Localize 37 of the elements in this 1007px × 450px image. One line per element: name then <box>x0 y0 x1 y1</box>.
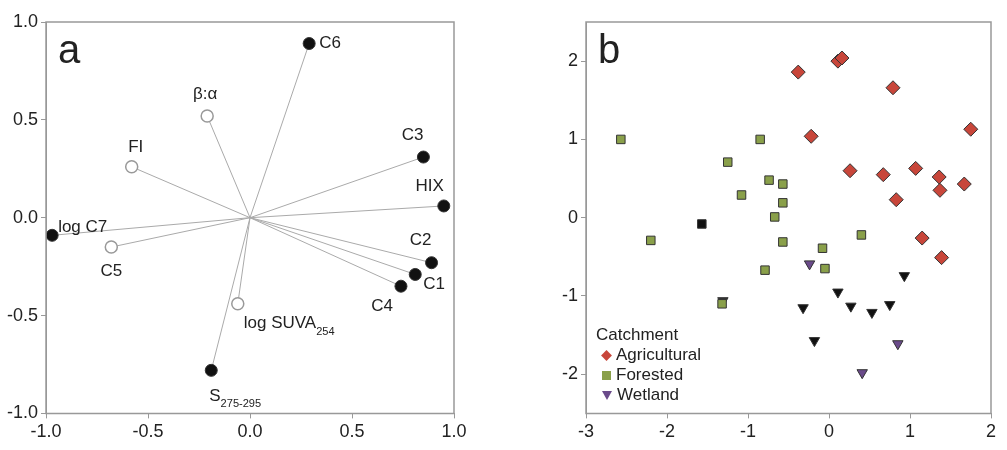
annotation: C3 <box>401 124 424 144</box>
x-tick-label: 0.5 <box>339 421 365 442</box>
x-tick-label: 0 <box>823 421 835 442</box>
annotation: C2 <box>409 230 432 250</box>
x-tick-label: 2 <box>985 421 997 442</box>
y-tick-label: 0 <box>567 206 578 227</box>
y-tick-label: -1.0 <box>6 402 39 423</box>
annotation: β:α <box>193 83 218 103</box>
annotation: b <box>598 27 621 72</box>
y-tick-label: 1.0 <box>12 10 39 31</box>
x-tick-label: 1.0 <box>441 421 467 442</box>
x-tick-label: -0.5 <box>132 421 164 442</box>
annotation: C5 <box>100 260 123 280</box>
y-tick-label: 0.5 <box>12 108 39 129</box>
x-tick-label: -2 <box>659 421 676 442</box>
legend-label: Wetland <box>617 385 680 406</box>
x-tick-label: -1.0 <box>30 421 62 442</box>
y-tick-label: -0.5 <box>6 304 39 325</box>
x-tick-label: 0.0 <box>237 421 263 442</box>
y-tick-label: 2 <box>567 50 578 71</box>
y-tick-label: 1 <box>567 128 578 149</box>
legend-label: Forested <box>616 365 684 386</box>
legend-label: Agricultural <box>616 345 702 366</box>
annotation: C6 <box>319 33 341 53</box>
x-tick-label: -1 <box>740 421 757 442</box>
y-tick-label: 0.0 <box>12 206 39 227</box>
x-tick-label: -3 <box>578 421 595 442</box>
legend-title: Catchment <box>596 325 680 346</box>
annotation: FI <box>128 136 144 156</box>
annotation: C1 <box>423 274 445 294</box>
annotation: a <box>58 27 82 72</box>
annotation: log C7 <box>58 217 108 236</box>
annotation: HIX <box>415 175 444 195</box>
annotation: C4 <box>371 295 393 315</box>
x-tick-label: 1 <box>904 421 916 442</box>
y-tick-label: -2 <box>561 363 578 384</box>
y-tick-label: -1 <box>561 284 578 305</box>
